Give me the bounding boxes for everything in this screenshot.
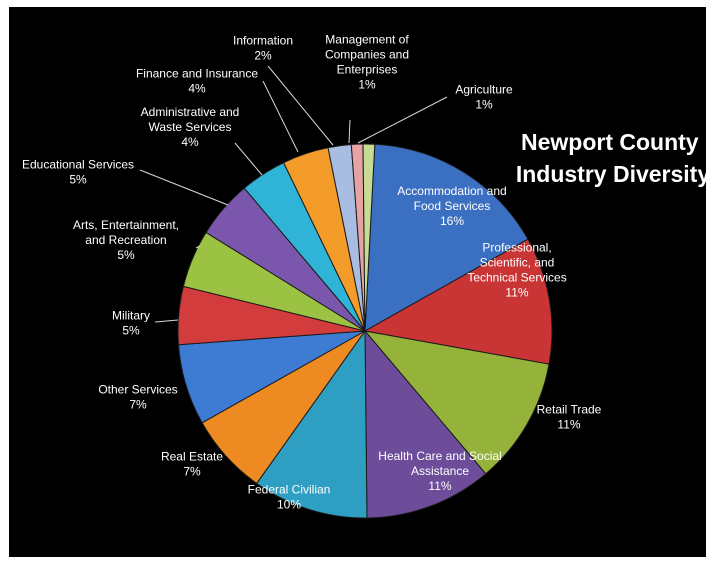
- slice-label-federal-civilian: Federal Civilian 10%: [248, 483, 331, 512]
- leader-line-agriculture: [357, 96, 448, 144]
- leader-line-information: [267, 65, 334, 146]
- slice-label-line: 5%: [117, 248, 135, 262]
- slice-labels: Accommodation and Food Services 16%Profess…: [22, 33, 602, 512]
- slice-label-retail-trade: Retail Trade 11%: [537, 403, 602, 432]
- pie-slice-retail-trade: [363, 330, 550, 475]
- slice-label-line: 10%: [277, 498, 301, 512]
- slice-label-line: Administrative and: [141, 105, 240, 119]
- slice-label-administrative-and: Administrative and Waste Services 4%: [141, 105, 240, 149]
- slice-label-line: 4%: [188, 82, 206, 96]
- leader-lines: [139, 65, 448, 323]
- slice-label-professional: Professional, Scientific, and Technical Se…: [467, 241, 566, 300]
- slice-label-agriculture: Agriculture 1%: [455, 83, 513, 112]
- slice-label-information: Information 2%: [233, 34, 293, 63]
- leader-line-administrative-and: [234, 142, 263, 176]
- slice-label-health-care-and-social: Health Care and Social Assistance 11%: [378, 449, 501, 493]
- leader-line-arts-entertainment: [195, 245, 201, 249]
- leader-line-educational-services: [139, 169, 229, 206]
- slice-label-arts-entertainment: Arts, Entertainment, and Recreation 5%: [73, 218, 179, 262]
- slice-label-educational-services: Educational Services 5%: [22, 158, 134, 187]
- slice-label-line: 16%: [440, 214, 464, 228]
- slice-label-line: Educational Services: [22, 158, 134, 172]
- slice-label-line: Military: [112, 309, 150, 323]
- slice-label-line: Management of: [325, 33, 409, 47]
- chart-title: Newport County Industry Diversity: [516, 129, 710, 187]
- slice-label-line: Agriculture: [455, 83, 513, 97]
- slice-label-line: Information: [233, 34, 293, 48]
- slice-label-management-of: Management of Companies and Enterprises 1%: [325, 33, 409, 92]
- slice-label-real-estate: Real Estate 7%: [161, 450, 223, 479]
- slice-label-line: 1%: [358, 78, 376, 92]
- slice-label-line: Real Estate: [161, 450, 223, 464]
- leader-line-finance-and-insurance: [262, 80, 299, 153]
- pie-slice-health-care-and-social: [364, 329, 487, 519]
- slice-label-line: Enterprises: [337, 63, 398, 77]
- slice-label-line: Scientific, and: [480, 256, 555, 270]
- slice-label-finance-and-insurance: Finance and Insurance 4%: [136, 67, 258, 96]
- slice-label-line: Food Services: [414, 199, 491, 213]
- pie-slice-accommodation-and: [364, 143, 529, 332]
- slice-label-line: Assistance: [411, 464, 469, 478]
- pie-slice-federal-civilian: [255, 329, 368, 519]
- pie-slice-professional: [363, 238, 553, 365]
- slice-label-line: 7%: [129, 398, 147, 412]
- slice-label-line: 5%: [69, 173, 87, 187]
- chart-title-line-2: Industry Diversity: [516, 161, 710, 187]
- slice-label-line: 7%: [183, 465, 201, 479]
- slice-label-line: Accommodation and: [397, 184, 506, 198]
- slice-label-line: 5%: [122, 324, 140, 338]
- slice-label-line: 11%: [557, 418, 580, 432]
- slice-label-line: 11%: [428, 479, 451, 493]
- slice-label-line: Other Services: [98, 383, 177, 397]
- slice-label-other-services: Other Services 7%: [98, 383, 177, 412]
- slice-label-line: Waste Services: [149, 120, 232, 134]
- leader-line-management-of: [348, 119, 351, 144]
- slice-label-line: 4%: [181, 135, 199, 149]
- slice-label-line: 11%: [505, 286, 528, 300]
- slice-label-line: Federal Civilian: [248, 483, 331, 497]
- chart-title-line-1: Newport County: [521, 129, 699, 155]
- slice-label-line: 1%: [475, 98, 493, 112]
- slice-label-line: Arts, Entertainment,: [73, 218, 179, 232]
- slice-label-line: Finance and Insurance: [136, 67, 258, 81]
- slice-label-line: Health Care and Social: [378, 449, 501, 463]
- slice-label-line: Professional,: [482, 241, 551, 255]
- leader-line-military: [154, 319, 179, 323]
- slice-label-line: and Recreation: [85, 233, 166, 247]
- slice-label-line: Companies and: [325, 48, 409, 62]
- pie-slice-agriculture: [362, 143, 376, 332]
- slice-label-line: Technical Services: [467, 271, 566, 285]
- slice-label-line: Retail Trade: [537, 403, 602, 417]
- slice-label-accommodation-and: Accommodation and Food Services 16%: [397, 184, 506, 228]
- slice-label-line: 2%: [254, 49, 272, 63]
- slice-label-military: Military 5%: [112, 309, 150, 338]
- pie-slices: [177, 143, 553, 519]
